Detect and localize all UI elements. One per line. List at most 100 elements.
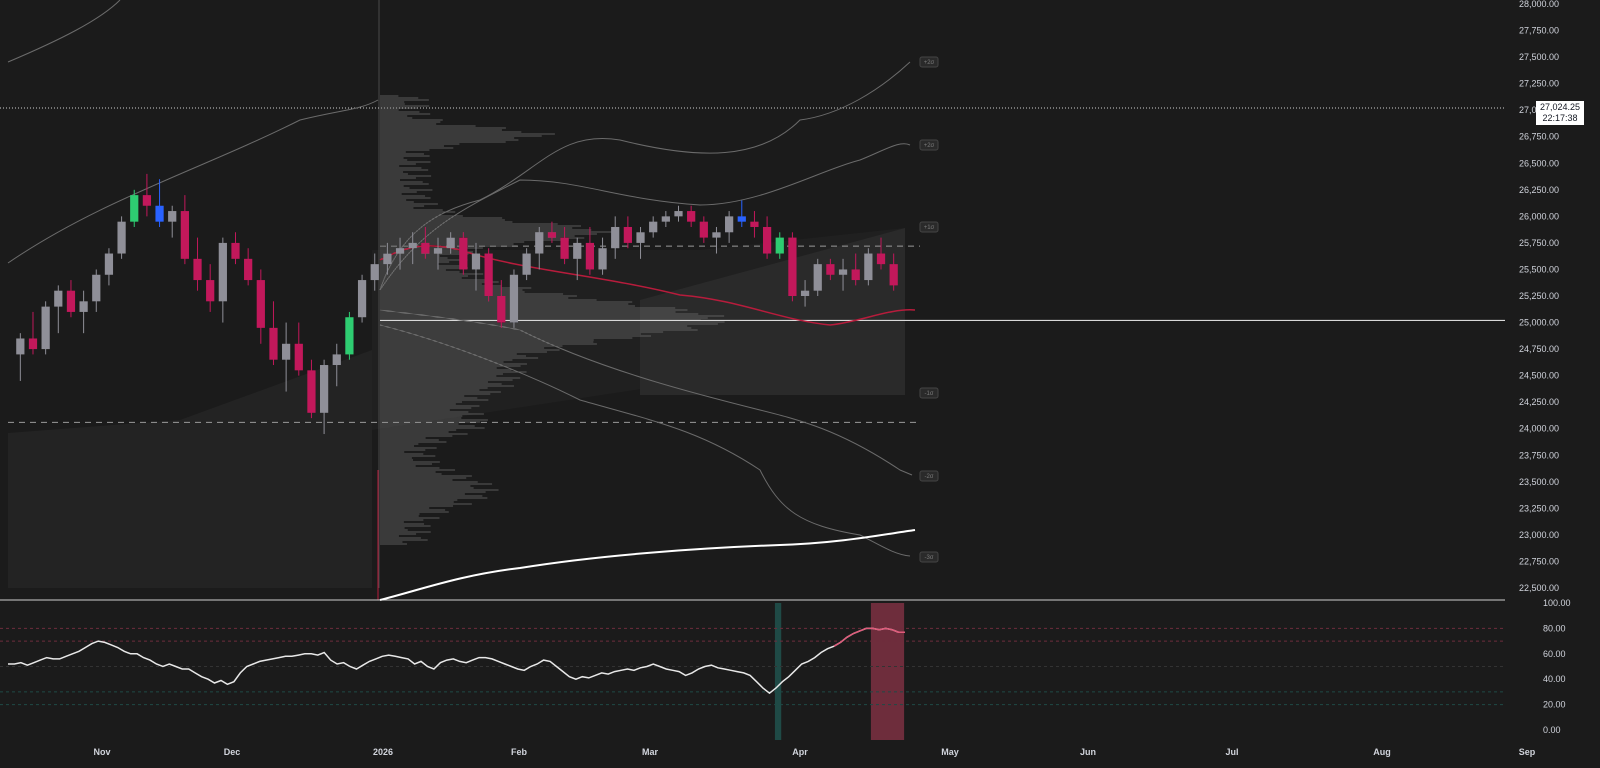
price-axis: 28,000.0027,750.0027,500.0027,250.0027,0… (1519, 0, 1559, 593)
candle-body (750, 221, 759, 227)
time-tick-label: Apr (792, 747, 808, 757)
rsi-pane: 100.00 80.00 60.00 40.00 20.00 0.00 (0, 598, 1571, 740)
candle-body (345, 317, 354, 355)
rsi-tick-label: 80.00 (1543, 623, 1566, 633)
price-tick-label: 27,250.00 (1519, 79, 1559, 89)
band-label-box (919, 139, 939, 151)
rsi-overbought-segment (833, 627, 905, 647)
rsi-tick-label: 60.00 (1543, 649, 1566, 659)
deviation-band (7, 99, 379, 264)
price-tick-label: 27,500.00 (1519, 52, 1559, 62)
candle-body (218, 242, 227, 302)
candle-body (66, 290, 76, 312)
candle-body (408, 242, 417, 249)
candle-body (585, 242, 595, 270)
candle-body (307, 370, 316, 413)
candle-body (851, 269, 860, 281)
band-label-box (919, 221, 939, 233)
band-label-box (919, 56, 939, 68)
rsi-highlight-zone (774, 603, 782, 740)
candle-body (535, 232, 544, 254)
deviation-band (7, 0, 121, 63)
deviation-band (379, 324, 911, 557)
countdown-label: 22:17:38 (1542, 113, 1578, 123)
candle-body (699, 221, 708, 238)
candle-body (79, 301, 88, 312)
price-tick-label: 24,500.00 (1519, 371, 1559, 381)
candle-body (142, 195, 152, 206)
candle-body (547, 232, 557, 238)
time-tick-label: Nov (93, 747, 110, 757)
price-tick-label: 23,000.00 (1519, 530, 1559, 540)
price-tick-label: 24,750.00 (1519, 344, 1559, 354)
candle-body (876, 253, 886, 265)
time-tick-label: May (941, 747, 959, 757)
candle-body (244, 258, 253, 281)
candle-body (92, 274, 101, 302)
candle-body (611, 226, 620, 249)
time-tick-label: Aug (1373, 747, 1391, 757)
candle-body (522, 253, 531, 275)
moving-average (379, 245, 916, 326)
band-label: +2σ (924, 143, 935, 149)
candle-body (687, 211, 696, 222)
price-tick-label: 22,500.00 (1519, 583, 1559, 593)
price-tick-label: 25,750.00 (1519, 238, 1559, 248)
candle-body (762, 226, 772, 254)
candle-body (269, 327, 278, 360)
candle-body (864, 253, 873, 281)
candle-body (231, 242, 240, 259)
candle-body (180, 211, 189, 259)
candle-body (775, 237, 784, 254)
deviation-band (379, 309, 913, 476)
price-tick-label: 28,000.00 (1519, 0, 1559, 9)
candles (16, 173, 898, 435)
band-label: -1σ (924, 391, 933, 397)
price-tick-label: 26,750.00 (1519, 132, 1559, 142)
candle-body (674, 211, 683, 217)
rsi-line (8, 627, 905, 695)
candle-body (54, 290, 63, 307)
candle-body (598, 248, 607, 270)
time-tick-label: Mar (642, 747, 659, 757)
candle-body (117, 221, 126, 254)
price-tick-label: 23,250.00 (1519, 503, 1559, 513)
candle-body (484, 253, 493, 296)
candle-body (471, 253, 481, 270)
candle-body (421, 242, 430, 254)
price-tick-label: 24,000.00 (1519, 424, 1559, 434)
candle-body (357, 280, 367, 318)
price-tick-label: 27,750.00 (1519, 26, 1559, 36)
time-tick-label: Sep (1519, 747, 1536, 757)
candle-body (319, 365, 329, 413)
candle-body (813, 264, 822, 291)
candle-body (433, 248, 443, 254)
time-tick-label: Jul (1225, 747, 1238, 757)
candle-body (509, 274, 519, 323)
candle-body (104, 253, 114, 275)
candle-body (459, 237, 468, 270)
rsi-tick-label: 40.00 (1543, 674, 1566, 684)
candle-body (838, 269, 848, 275)
time-tick-label: Jun (1080, 747, 1096, 757)
candle-body (41, 306, 50, 350)
candle-body (16, 338, 25, 355)
candle-body (370, 264, 379, 281)
band-label-box (919, 551, 939, 563)
price-tick-label: 23,500.00 (1519, 477, 1559, 487)
candle-body (206, 280, 215, 302)
rsi-highlight-zone (870, 603, 905, 740)
candle-body (446, 237, 455, 249)
rsi-tick-label: 20.00 (1543, 700, 1566, 710)
price-tick-label: 26,250.00 (1519, 185, 1559, 195)
shaded-zone (8, 350, 372, 588)
candle-body (800, 290, 810, 296)
candle-body (712, 232, 721, 238)
candle-body (332, 354, 341, 366)
deviation-band (379, 143, 911, 291)
price-tick-label: 25,250.00 (1519, 291, 1559, 301)
indicator-lines: +2σ +2σ +1σ -1σ -2σ -3σ (0, 0, 1505, 601)
candle-body (573, 242, 582, 259)
last-price-label: 27,024.25 (1539, 102, 1581, 112)
